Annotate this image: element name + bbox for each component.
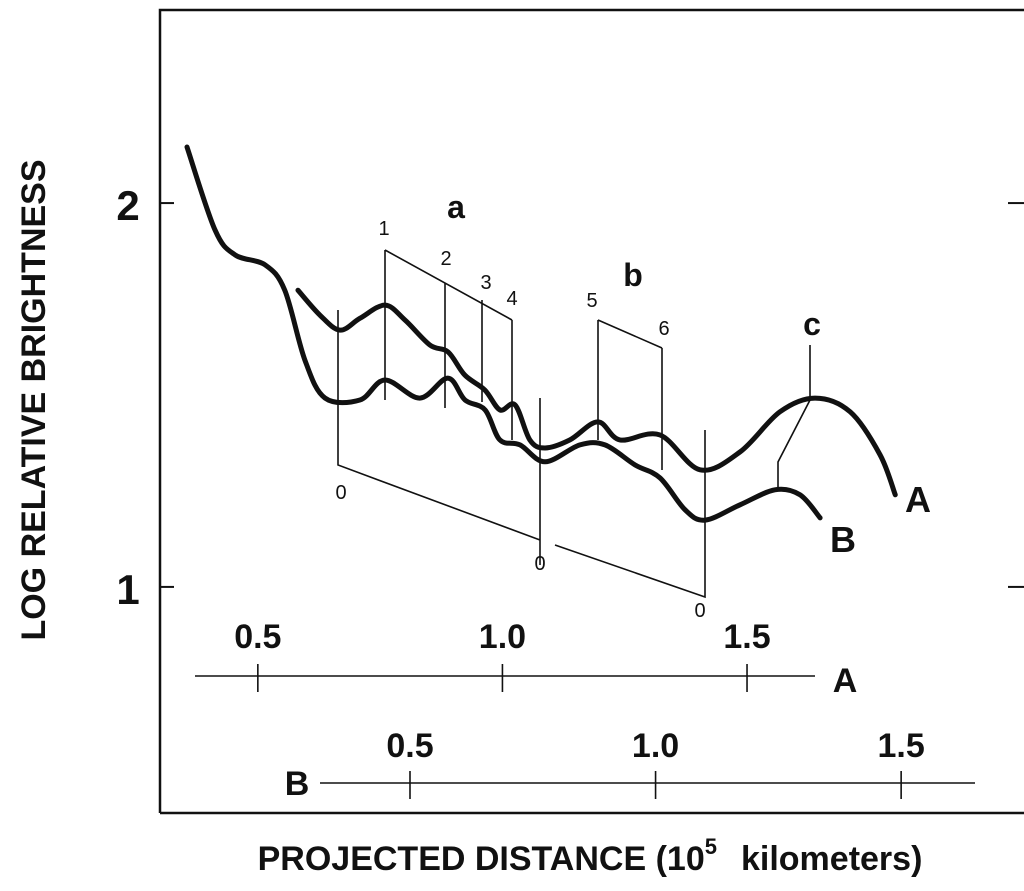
annotation: 0 [534,553,545,575]
y-tick-label: 1 [116,566,139,613]
curve-label: A [905,479,931,520]
baseline-fan [337,310,706,599]
annotation: c [803,306,821,342]
x-axis-title-exponent: 5 [705,834,717,859]
x-tick-label: 0.5 [386,727,433,765]
x-tick-label: 1.5 [878,727,925,765]
x-tick-label: 1.0 [479,618,526,656]
annotation: 0 [335,482,346,504]
x-tick-label: 1.5 [723,618,770,656]
annotation: 5 [586,290,597,312]
x-axis-title: PROJECTED DISTANCE (105 kilometers) [258,834,923,878]
annotation: 1 [378,218,389,240]
fan-c [777,345,811,490]
x-tick-label: 0.5 [234,618,281,656]
curve [295,287,898,498]
plot-frame [158,8,1024,815]
annotation: 0 [694,600,705,622]
annotation: a [447,189,465,225]
y-tick-label: 2 [116,182,139,229]
reference-lines [337,249,811,599]
annotation: 3 [480,272,491,294]
fan-a [384,249,513,440]
x-tick-label: 1.0 [632,727,679,765]
annotation: b [623,257,643,293]
annotation: 2 [440,248,451,270]
curve [184,144,823,523]
annotation: 4 [506,288,517,310]
x-axis-name: A [833,662,858,700]
curve-label: B [830,519,856,560]
x-axis-name: B [285,765,310,803]
y-axis-title: LOG RELATIVE BRIGHTNESS [15,159,53,640]
x-axis-title-unit: kilometers) [741,840,922,878]
annotation: 6 [658,318,669,340]
x-axis-title-main: PROJECTED DISTANCE (10 [258,840,705,878]
